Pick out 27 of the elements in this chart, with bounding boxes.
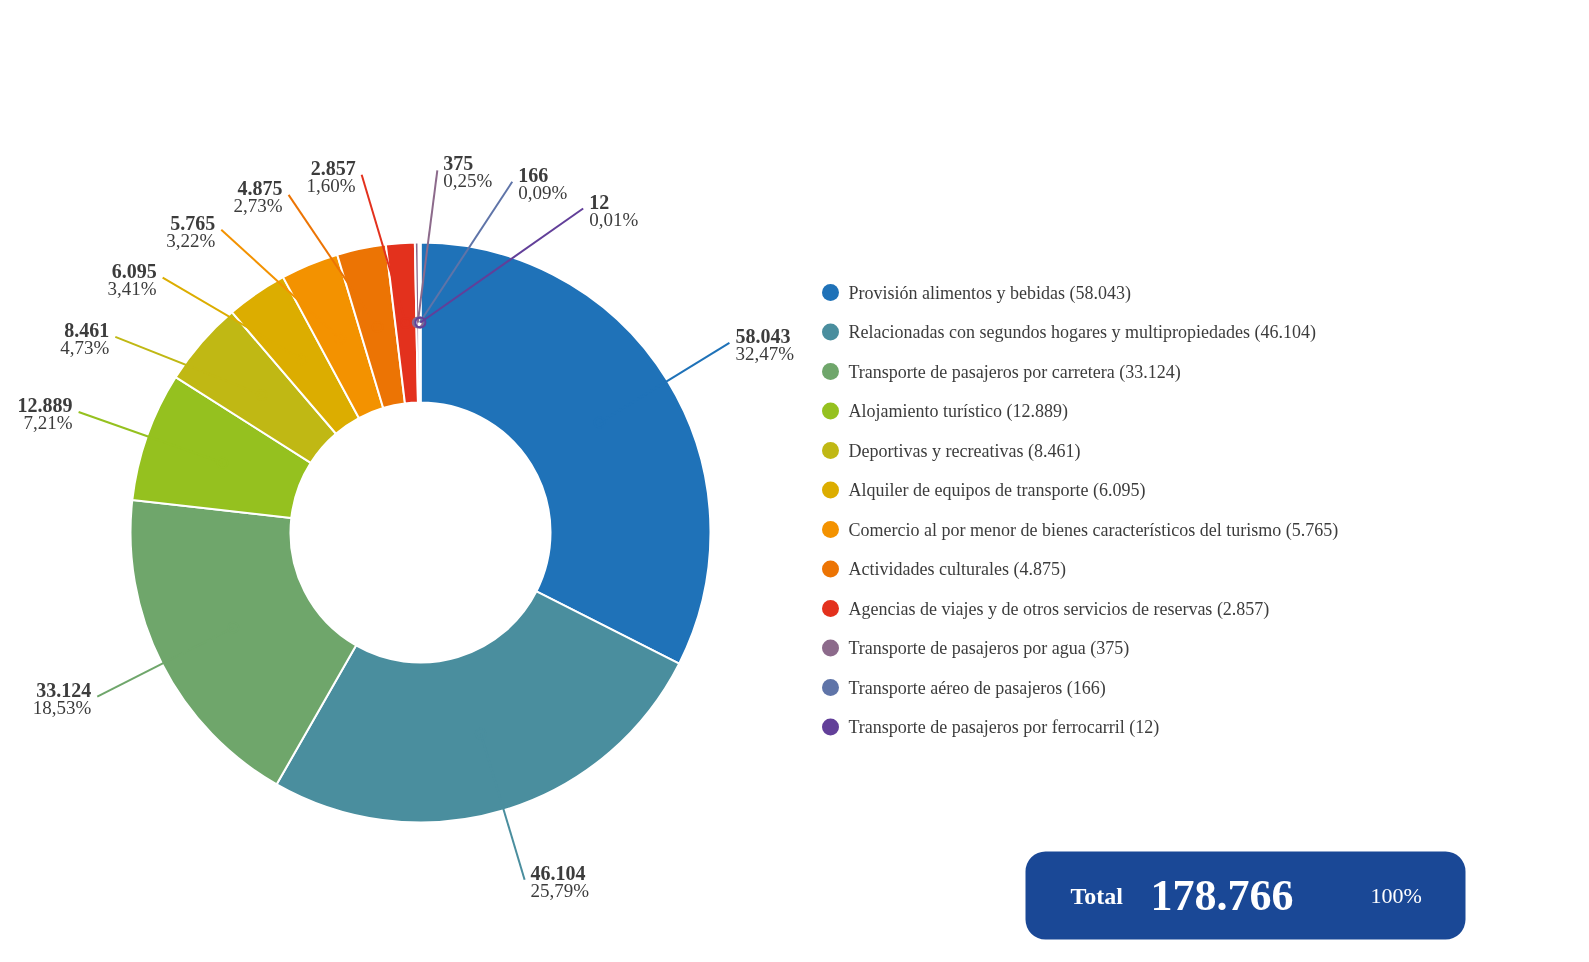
legend-label: Actividades culturales (4.875) [848, 559, 1066, 580]
data-label: 58.043 32,47% [735, 324, 795, 364]
legend-label: Alquiler de equipos de transporte (6.095) [848, 480, 1146, 501]
legend-label: Deportivas y recreativas (8.461) [848, 440, 1081, 462]
legend-label: Provisión alimentos y bebidas (58.043) [848, 282, 1131, 304]
data-label: 33.124 18,53% [32, 678, 92, 718]
data-label: 166 0,09% [518, 163, 568, 203]
text: Total [1070, 882, 1124, 909]
data-label: 2.857 1,60% [306, 156, 356, 196]
data-label: 8.461 4,73% [60, 318, 110, 358]
text: 178.766 [1150, 871, 1294, 920]
data-label: 5.765 3,22% [166, 211, 216, 251]
data-label: 4.875 2,73% [233, 176, 283, 216]
legend-label: Relacionadas con segundos hogares y multipropiedades (46.104) [848, 322, 1316, 343]
legend-label: Transporte de pasajeros por ferrocarril (12) [848, 717, 1160, 738]
legend-label: Agencias de viajes y de otros servicios de reservas (2.857) [848, 598, 1270, 620]
legend-label: Transporte de pasajeros por carretera (33.124) [848, 361, 1181, 383]
data-label: 46.104 25,79% [530, 861, 590, 901]
legend-label: Transporte de pasajeros por agua (375) [848, 638, 1130, 659]
data-label: 375 0,25% [443, 152, 493, 192]
data-label: 6.095 3,41% [107, 259, 157, 299]
data-label: 12 0,01% [589, 190, 639, 230]
data-label: 12.889 7,21% [17, 394, 73, 433]
text: 100% [1370, 883, 1422, 908]
legend-label: Transporte aéreo de pasajeros (166) [848, 677, 1106, 699]
legend-label: Comercio al por menor de bienes característicos del turismo (5.765) [848, 519, 1339, 541]
legend-label: Alojamiento turístico (12.889) [848, 401, 1068, 422]
